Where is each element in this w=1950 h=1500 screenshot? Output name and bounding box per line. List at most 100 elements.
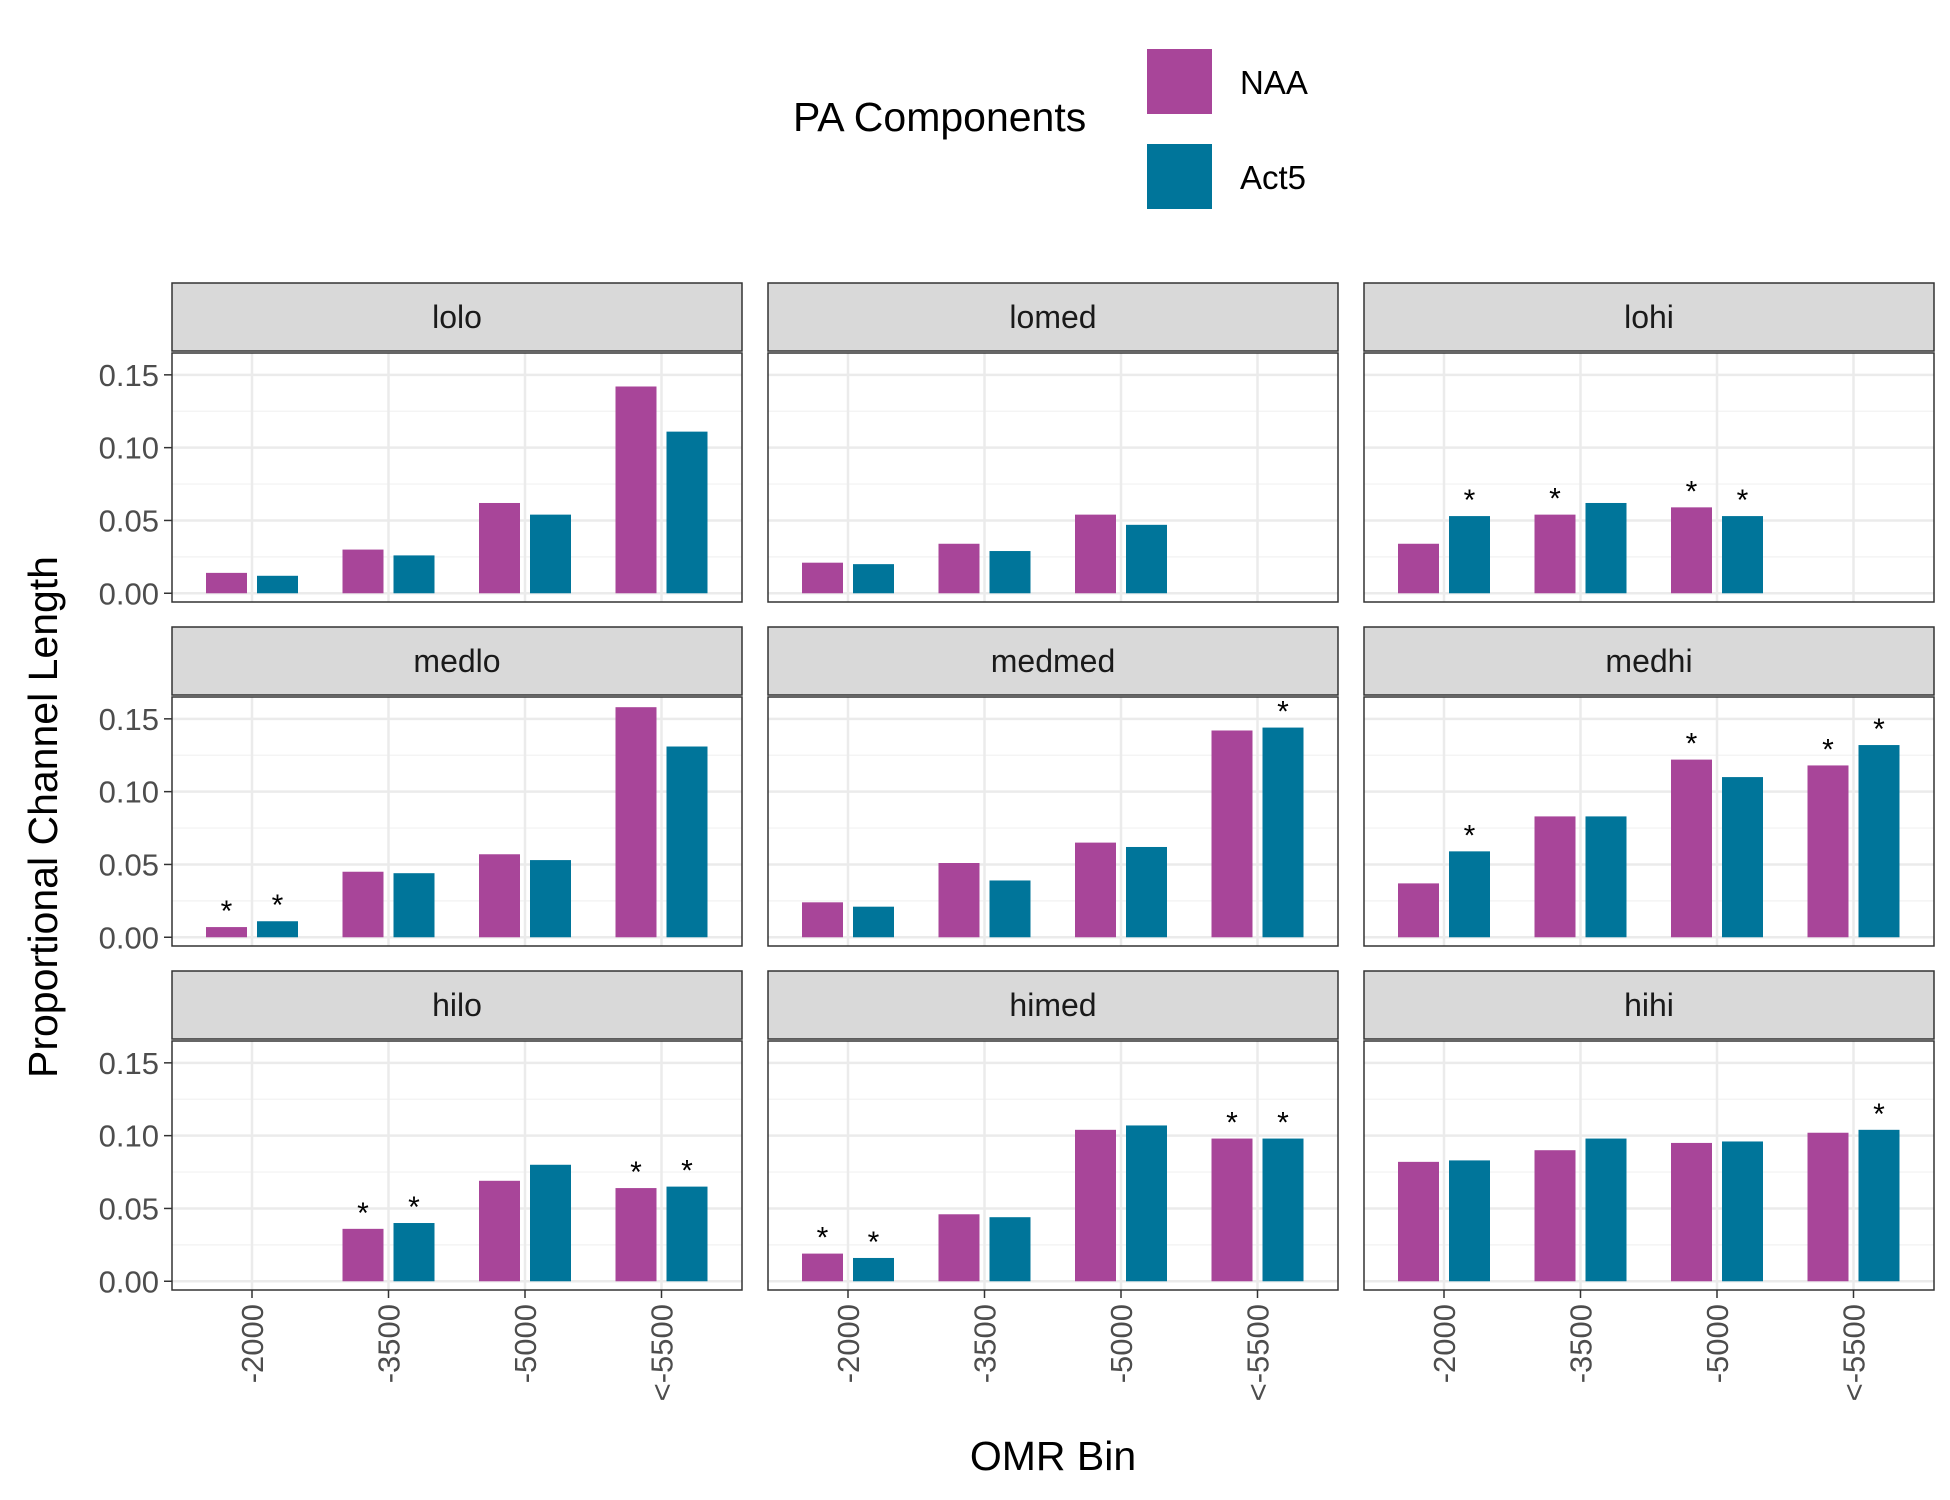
facet-lolo: lolo 0.00 0.05 0.10 0.15	[99, 282, 743, 611]
bar-act5	[1449, 516, 1490, 594]
bar-naa	[206, 572, 247, 594]
significance-marker: *	[357, 1197, 369, 1230]
bar-naa	[479, 502, 520, 594]
x-tick-label: -2000	[235, 1304, 270, 1383]
bar-naa	[938, 1214, 980, 1282]
panel-border	[1363, 1040, 1935, 1291]
bar-naa	[1534, 514, 1576, 594]
x-tick-label: <-5500	[1837, 1304, 1872, 1401]
significance-marker: *	[408, 1191, 420, 1224]
bar-naa	[342, 549, 384, 594]
x-tick-label: -5000	[1700, 1304, 1735, 1383]
bar-act5	[853, 906, 894, 938]
facet-label: lolo	[432, 299, 482, 335]
bar-naa	[1398, 1161, 1439, 1282]
significance-marker: *	[630, 1156, 642, 1189]
bar-act5	[666, 431, 708, 594]
bar-act5	[1449, 851, 1490, 938]
y-tick-label: 0.10	[99, 775, 159, 810]
facet-strip	[767, 970, 1339, 1040]
significance-marker: *	[1686, 475, 1698, 508]
bar-naa	[1671, 1142, 1712, 1282]
bar-naa	[342, 871, 384, 938]
bar-act5	[989, 551, 1031, 594]
panel-border	[767, 696, 1339, 947]
x-tick-label: -5000	[508, 1304, 543, 1383]
significance-marker: *	[681, 1155, 693, 1188]
x-tick-label: <-5500	[645, 1304, 680, 1401]
legend-label-naa: NAA	[1240, 64, 1308, 101]
legend-label-act5: Act5	[1240, 159, 1306, 196]
legend-title: PA Components	[793, 94, 1086, 140]
facet-panels: lolo 0.00 0.05 0.10 0.15 lomed lohi * * * * medlo * *…	[99, 282, 1935, 1401]
bar-naa	[1671, 759, 1712, 938]
bar-naa	[1534, 816, 1576, 938]
panel-border	[171, 1040, 743, 1291]
significance-marker: *	[1464, 819, 1476, 852]
panel-border	[767, 352, 1339, 603]
facet-label: medlo	[413, 643, 500, 679]
facet-label: hilo	[432, 987, 482, 1023]
legend: PA Components NAA Act5	[793, 49, 1308, 209]
x-tick-label: -3500	[968, 1304, 1003, 1383]
bar-act5	[393, 555, 435, 594]
bar-act5	[666, 1186, 708, 1282]
panel-border	[171, 352, 743, 603]
y-tick-label: 0.05	[99, 1191, 159, 1226]
bar-act5	[666, 746, 708, 938]
panel-background	[768, 353, 1338, 602]
significance-marker: *	[1873, 713, 1885, 746]
y-tick-label: 0.00	[99, 920, 159, 955]
facet-strip	[767, 282, 1339, 352]
y-tick-label: 0.10	[99, 1119, 159, 1154]
y-tick-label: 0.05	[99, 503, 159, 538]
panel-border	[1363, 352, 1935, 603]
y-tick-label: 0.15	[99, 358, 159, 393]
significance-marker: *	[272, 889, 284, 922]
bar-naa	[938, 543, 980, 594]
bar-naa	[802, 902, 843, 938]
bar-naa	[206, 927, 247, 938]
bar-act5	[989, 880, 1031, 938]
bar-naa	[479, 1180, 520, 1282]
x-tick-label: -3500	[1564, 1304, 1599, 1383]
bar-act5	[393, 873, 435, 938]
bar-act5	[1126, 846, 1167, 938]
bar-naa	[1807, 765, 1849, 938]
significance-marker: *	[1277, 696, 1289, 729]
facet-lohi: lohi * * * *	[1363, 282, 1935, 603]
bar-act5	[1585, 502, 1627, 594]
bar-naa	[1211, 730, 1253, 938]
x-tick-label: -3500	[372, 1304, 407, 1383]
bar-act5	[1262, 1138, 1304, 1282]
bar-naa	[1398, 543, 1439, 594]
facet-medmed: medmed *	[767, 626, 1339, 947]
facet-strip	[1363, 970, 1935, 1040]
x-tick-label: -2000	[1427, 1304, 1462, 1383]
significance-marker: *	[221, 895, 233, 928]
facet-medhi: medhi * * * *	[1363, 626, 1935, 947]
significance-marker: *	[1277, 1107, 1289, 1140]
bar-naa	[1075, 1129, 1116, 1282]
facet-strip	[1363, 626, 1935, 696]
facet-strip	[1363, 282, 1935, 352]
facet-strip	[171, 282, 743, 352]
panel-border	[767, 1040, 1339, 1291]
y-tick-label: 0.05	[99, 847, 159, 882]
significance-marker: *	[1873, 1098, 1885, 1131]
legend-swatch-naa	[1147, 49, 1212, 114]
bar-act5	[1585, 1138, 1627, 1282]
bar-act5	[1722, 516, 1763, 594]
facet-strip	[171, 970, 743, 1040]
x-tick-label: <-5500	[1241, 1304, 1276, 1401]
bar-act5	[1858, 1129, 1900, 1282]
x-axis-title: OMR Bin	[970, 1433, 1136, 1479]
bar-act5	[1126, 1125, 1167, 1282]
facet-himed: himed * * * * -2000 -3500 -5000 <-5500	[767, 970, 1339, 1401]
bar-act5	[989, 1217, 1031, 1282]
bar-naa	[1075, 842, 1116, 938]
significance-marker: *	[817, 1222, 829, 1255]
bar-naa	[1807, 1132, 1849, 1282]
legend-swatch-act5	[1147, 144, 1212, 209]
bar-naa	[1398, 883, 1439, 938]
